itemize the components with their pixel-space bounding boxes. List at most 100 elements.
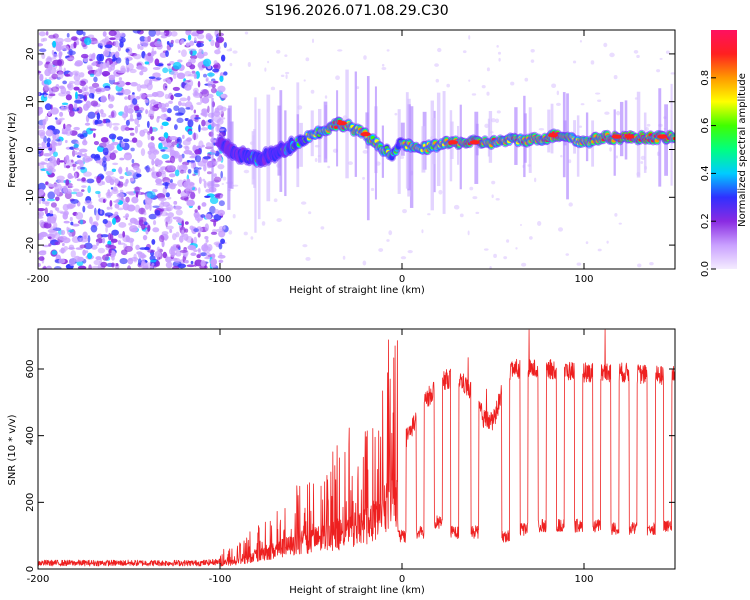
noise-speckle — [219, 252, 223, 257]
noise-speckle — [61, 242, 65, 247]
noise-speckle — [189, 245, 197, 251]
noise-speckle — [60, 86, 67, 95]
noise-speckle — [103, 87, 111, 91]
noise-speckle — [118, 77, 123, 81]
y-tick-label: 600 — [25, 359, 36, 378]
noise-speckle — [114, 203, 120, 209]
noise-speckle — [110, 238, 118, 243]
noise-speckle — [185, 107, 192, 110]
noise-speckle — [158, 203, 164, 209]
noise-speckle — [111, 255, 115, 261]
noise-speckle — [70, 198, 79, 204]
noise-speckle — [44, 168, 51, 172]
noise-speckle — [182, 139, 191, 146]
noise-speckle — [194, 116, 201, 120]
noise-speckle — [207, 105, 210, 114]
noise-speckle — [66, 83, 72, 89]
noise-speckle — [219, 194, 223, 199]
noise-speckle — [143, 211, 147, 216]
noise-speckle — [94, 207, 97, 216]
noise-speckle — [140, 262, 149, 269]
background-speckle — [555, 102, 561, 106]
noise-speckle — [119, 257, 128, 265]
noise-speckle — [200, 97, 204, 104]
noise-speckle — [201, 244, 209, 252]
noise-speckle — [189, 104, 194, 111]
noise-speckle — [149, 78, 153, 86]
background-speckle — [469, 186, 474, 191]
noise-speckle — [91, 244, 98, 250]
noise-speckle — [128, 222, 133, 226]
noise-speckle — [189, 64, 196, 70]
noise-speckle — [197, 232, 201, 238]
noise-speckle — [127, 50, 133, 56]
noise-speckle — [38, 162, 41, 167]
colorbar-tick-label: 0.4 — [700, 165, 711, 181]
noise-speckle — [197, 168, 201, 177]
noise-speckle — [114, 51, 120, 59]
noise-speckle — [131, 95, 135, 99]
vertical-streak — [550, 103, 554, 154]
noise-speckle — [75, 91, 78, 100]
background-speckle — [636, 54, 640, 59]
noise-speckle — [201, 96, 210, 104]
noise-speckle — [187, 95, 191, 102]
noise-speckle — [95, 160, 102, 164]
noise-speckle — [124, 96, 129, 100]
noise-speckle — [39, 73, 44, 82]
background-speckle — [229, 47, 233, 51]
noise-speckle — [70, 159, 74, 163]
background-speckle — [462, 50, 467, 54]
noise-speckle — [45, 31, 49, 36]
noise-speckle — [106, 206, 111, 210]
background-speckle — [524, 77, 529, 82]
background-speckle — [386, 239, 390, 242]
noise-speckle — [209, 196, 219, 205]
noise-speckle — [217, 128, 225, 131]
noise-speckle — [154, 41, 163, 47]
background-speckle — [285, 74, 288, 80]
noise-speckle — [152, 227, 160, 233]
background-speckle — [472, 196, 478, 200]
noise-speckle — [155, 171, 162, 178]
noise-speckle — [195, 114, 199, 118]
noise-speckle — [139, 45, 144, 51]
noise-speckle — [48, 93, 56, 97]
noise-speckle — [205, 252, 211, 259]
noise-speckle — [105, 244, 112, 248]
background-speckle — [597, 248, 602, 252]
noise-speckle — [198, 124, 201, 133]
noise-speckle — [106, 253, 112, 257]
noise-speckle — [204, 195, 211, 199]
background-speckle — [646, 123, 651, 127]
noise-speckle — [57, 119, 63, 123]
noise-speckle — [38, 215, 44, 219]
background-speckle — [491, 194, 494, 199]
background-speckle — [497, 51, 502, 55]
noise-speckle — [173, 93, 183, 98]
noise-speckle — [174, 169, 180, 177]
noise-speckle — [89, 216, 93, 225]
noise-speckle — [92, 40, 99, 44]
noise-speckle — [188, 130, 193, 135]
background-speckle — [565, 253, 570, 256]
background-speckle — [529, 236, 533, 240]
noise-speckle — [91, 62, 97, 66]
noise-speckle — [127, 257, 134, 265]
noise-speckle — [149, 103, 153, 111]
noise-speckle — [51, 128, 60, 135]
noise-speckle — [151, 263, 155, 266]
noise-speckle — [38, 250, 47, 256]
noise-speckle — [97, 247, 106, 254]
noise-speckle — [55, 117, 59, 125]
noise-speckle — [172, 86, 180, 92]
background-speckle — [267, 60, 270, 64]
background-speckle — [484, 123, 489, 129]
noise-speckle — [93, 259, 101, 265]
ridge-peak — [447, 140, 458, 145]
noise-speckle — [116, 80, 126, 88]
background-speckle — [400, 256, 407, 260]
background-speckle — [276, 49, 281, 54]
vertical-streak — [227, 108, 231, 210]
noise-speckle — [132, 98, 138, 105]
